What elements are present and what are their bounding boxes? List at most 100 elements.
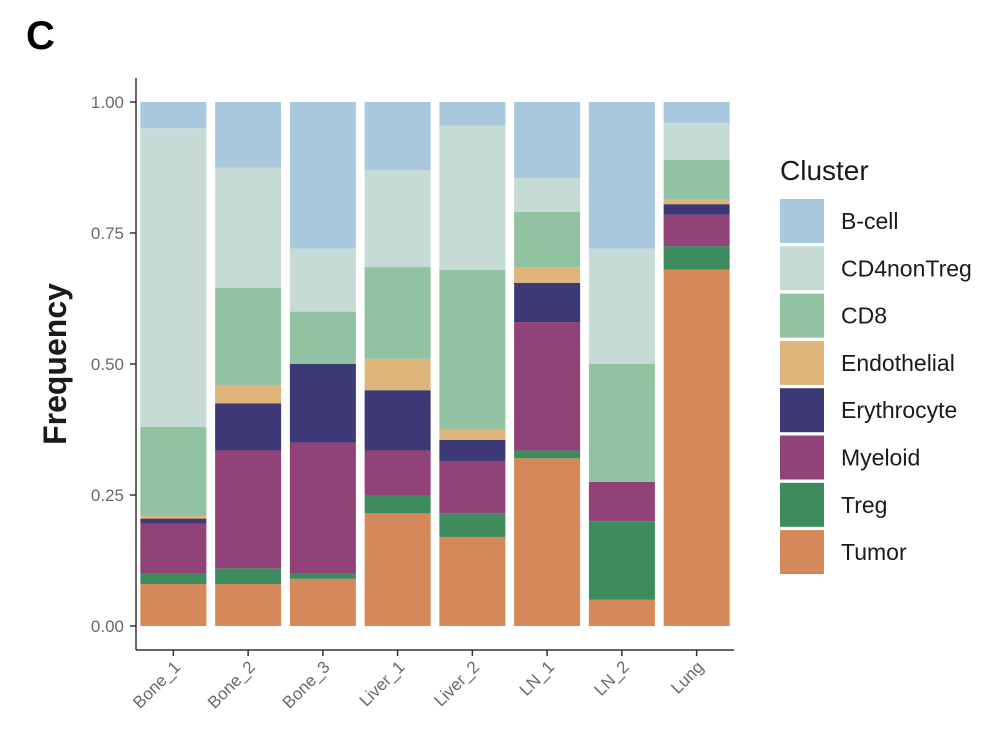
- bar-stack-ln_2: [588, 102, 655, 626]
- bar-segment-cd8: [215, 288, 282, 385]
- bar-segment-endothelial: [663, 198, 730, 205]
- bar-segment-cd4nontreg: [663, 122, 730, 160]
- legend-item-cd8: CD8: [780, 293, 887, 338]
- bar-stack-liver_1: [364, 102, 431, 626]
- bar-segment-erythrocyte: [289, 364, 356, 443]
- bar-segment-tumor: [663, 269, 730, 626]
- legend-item-endothelial: Endothelial: [780, 340, 955, 385]
- bar-segment-treg: [588, 521, 655, 600]
- bar-segment-cd8: [289, 311, 356, 364]
- legend-label: B-cell: [841, 208, 899, 234]
- bar-segment-myeloid: [289, 442, 356, 574]
- bar-segment-treg: [439, 513, 506, 537]
- bar-segment-cd4nontreg: [439, 125, 506, 270]
- bar-segment-b-cell: [588, 102, 655, 249]
- legend-item-b-cell: B-cell: [780, 199, 899, 243]
- bar-stack-liver_2: [439, 102, 506, 626]
- bar-segment-endothelial: [140, 515, 207, 519]
- bar-segment-tumor: [439, 536, 506, 626]
- bar-segment-cd4nontreg: [588, 248, 655, 364]
- bar-segment-myeloid: [364, 450, 431, 495]
- x-tick-label: Bone_2: [204, 657, 259, 712]
- legend-label: Myeloid: [841, 445, 920, 471]
- bar-segment-b-cell: [289, 102, 356, 249]
- panel-label: C: [26, 14, 55, 58]
- legend-swatch: [780, 530, 824, 575]
- legend: Cluster B-cell CD4nonTreg CD8 Endothelial Ery…: [780, 155, 972, 575]
- y-tick-label: 0.75: [91, 224, 124, 243]
- legend-item-tumor: Tumor: [780, 530, 907, 575]
- legend-item-treg: Treg: [780, 482, 887, 527]
- bar-segment-erythrocyte: [215, 403, 282, 451]
- bar-segment-b-cell: [439, 102, 506, 126]
- bar-segment-tumor: [215, 584, 282, 626]
- bar-segment-tumor: [514, 458, 581, 626]
- bar-segment-treg: [364, 495, 431, 514]
- bar-segment-erythrocyte: [364, 390, 431, 451]
- bar-segment-cd4nontreg: [289, 248, 356, 312]
- bar-segment-tumor: [364, 513, 431, 626]
- x-tick-label: Liver_1: [356, 657, 409, 710]
- legend-swatch: [780, 435, 824, 480]
- bar-segment-treg: [514, 450, 581, 459]
- bar-stack-bone_1: [140, 102, 207, 626]
- bar-segment-myeloid: [215, 450, 282, 569]
- bar-segment-cd4nontreg: [140, 128, 207, 427]
- legend-label: Tumor: [841, 539, 907, 565]
- bar-segment-treg: [663, 246, 730, 270]
- bar-segment-endothelial: [364, 358, 431, 391]
- bar-segment-myeloid: [663, 214, 730, 247]
- bar-segment-tumor: [588, 599, 655, 626]
- bar-segment-b-cell: [364, 102, 431, 171]
- bar-segment-b-cell: [663, 102, 730, 123]
- bar-segment-erythrocyte: [140, 518, 207, 524]
- bar-segment-b-cell: [215, 102, 282, 168]
- bar-segment-endothelial: [514, 267, 581, 283]
- bar-segment-cd4nontreg: [514, 177, 581, 213]
- bar-stack-bone_3: [289, 102, 356, 626]
- legend-swatch: [780, 388, 824, 433]
- bar-segment-cd8: [364, 267, 431, 359]
- y-tick-label: 0.00: [91, 617, 124, 636]
- legend-label: CD8: [841, 303, 887, 329]
- bar-segment-cd8: [588, 364, 655, 482]
- x-tick-label: Liver_2: [430, 657, 483, 710]
- legend-label: Erythrocyte: [841, 397, 957, 423]
- legend-label: Treg: [841, 492, 887, 518]
- x-tick-label: LN_2: [591, 657, 633, 699]
- bar-segment-erythrocyte: [439, 439, 506, 461]
- legend-swatch: [780, 293, 824, 338]
- bar-segment-treg: [289, 573, 356, 579]
- bar-segment-cd8: [439, 269, 506, 430]
- bar-stack-ln_1: [514, 102, 581, 626]
- bar-segment-erythrocyte: [663, 204, 730, 215]
- bar-segment-myeloid: [588, 481, 655, 522]
- x-tick-label: Lung: [667, 657, 707, 697]
- legend-swatch: [780, 340, 824, 385]
- bar-segment-treg: [140, 573, 207, 585]
- bar-segment-myeloid: [439, 460, 506, 514]
- bar-segment-endothelial: [215, 384, 282, 404]
- legend-item-myeloid: Myeloid: [780, 435, 920, 480]
- bar-segment-treg: [215, 568, 282, 585]
- bar-segment-cd8: [140, 426, 207, 516]
- bar-segment-tumor: [140, 584, 207, 626]
- bar-stack-lung: [663, 102, 730, 626]
- legend-title: Cluster: [780, 155, 869, 186]
- y-tick-label: 0.25: [91, 486, 124, 505]
- legend-label: Endothelial: [841, 350, 955, 376]
- legend-label: CD4nonTreg: [841, 255, 972, 281]
- y-axis-title: Frequency: [37, 283, 73, 445]
- bar-segment-endothelial: [439, 429, 506, 440]
- bar-segment-cd4nontreg: [215, 167, 282, 289]
- bar-segment-cd8: [514, 212, 581, 268]
- bars-group: [140, 102, 730, 626]
- legend-swatch: [780, 482, 824, 527]
- bar-stack-bone_2: [215, 102, 282, 626]
- x-tick-label: Bone_1: [129, 657, 184, 712]
- bar-segment-tumor: [289, 578, 356, 626]
- legend-swatch: [780, 246, 824, 291]
- legend-item-cd4nontreg: CD4nonTreg: [780, 246, 972, 291]
- bar-segment-b-cell: [140, 102, 207, 129]
